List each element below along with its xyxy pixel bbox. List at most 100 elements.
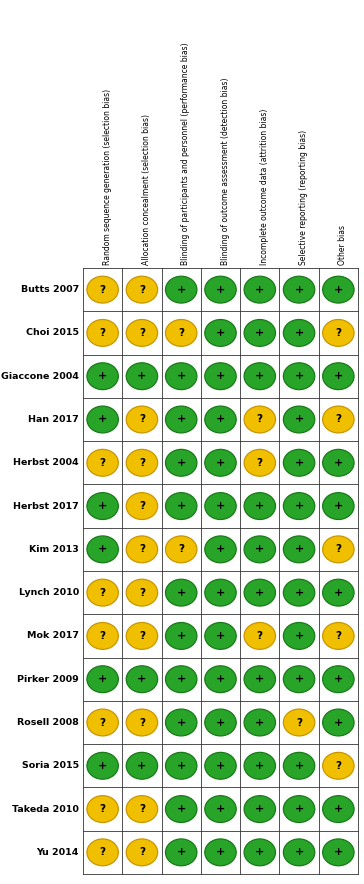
Ellipse shape	[126, 752, 158, 779]
Ellipse shape	[87, 276, 118, 303]
Text: ?: ?	[335, 761, 341, 771]
Text: +: +	[216, 718, 225, 728]
Ellipse shape	[205, 839, 236, 865]
Text: +: +	[334, 718, 343, 728]
Ellipse shape	[87, 752, 118, 779]
Text: ?: ?	[296, 718, 302, 728]
Ellipse shape	[166, 276, 197, 303]
Text: +: +	[334, 458, 343, 468]
Ellipse shape	[166, 492, 197, 520]
Text: Choi 2015: Choi 2015	[26, 329, 79, 338]
Ellipse shape	[283, 319, 315, 347]
Ellipse shape	[87, 319, 118, 347]
Text: +: +	[294, 588, 304, 598]
Ellipse shape	[166, 362, 197, 390]
Ellipse shape	[205, 752, 236, 779]
Ellipse shape	[126, 449, 158, 476]
Text: +: +	[294, 848, 304, 857]
Ellipse shape	[323, 492, 354, 520]
Text: +: +	[177, 501, 186, 511]
Text: +: +	[255, 328, 264, 338]
Text: +: +	[255, 674, 264, 684]
Text: +: +	[255, 848, 264, 857]
Ellipse shape	[205, 406, 236, 433]
Text: Incomplete outcome data (attrition bias): Incomplete outcome data (attrition bias)	[260, 109, 269, 265]
Ellipse shape	[283, 752, 315, 779]
Ellipse shape	[205, 796, 236, 822]
Text: +: +	[177, 848, 186, 857]
Text: Soria 2015: Soria 2015	[22, 761, 79, 770]
Ellipse shape	[323, 752, 354, 779]
Ellipse shape	[244, 839, 276, 865]
Ellipse shape	[205, 666, 236, 693]
Text: +: +	[334, 371, 343, 381]
Ellipse shape	[244, 276, 276, 303]
Text: +: +	[216, 631, 225, 641]
Text: Lynch 2010: Lynch 2010	[19, 588, 79, 598]
Text: ?: ?	[257, 631, 263, 641]
Text: +: +	[177, 718, 186, 728]
Ellipse shape	[244, 319, 276, 347]
Ellipse shape	[126, 579, 158, 606]
Ellipse shape	[126, 362, 158, 390]
Text: +: +	[294, 415, 304, 424]
Text: ?: ?	[139, 588, 145, 598]
Ellipse shape	[87, 796, 118, 822]
Text: +: +	[255, 588, 264, 598]
Text: ?: ?	[100, 631, 106, 641]
Text: Butts 2007: Butts 2007	[21, 286, 79, 294]
Text: +: +	[334, 501, 343, 511]
Ellipse shape	[126, 492, 158, 520]
Ellipse shape	[166, 319, 197, 347]
Text: Mok 2017: Mok 2017	[27, 631, 79, 640]
Ellipse shape	[166, 579, 197, 606]
Text: +: +	[294, 501, 304, 511]
Text: ?: ?	[139, 848, 145, 857]
Ellipse shape	[283, 406, 315, 433]
Ellipse shape	[205, 622, 236, 650]
Ellipse shape	[87, 449, 118, 476]
Ellipse shape	[283, 709, 315, 735]
Text: +: +	[255, 545, 264, 554]
Ellipse shape	[283, 536, 315, 563]
Text: +: +	[137, 674, 147, 684]
Text: +: +	[294, 631, 304, 641]
Text: Yu 2014: Yu 2014	[37, 848, 79, 857]
Text: +: +	[177, 631, 186, 641]
Ellipse shape	[205, 579, 236, 606]
Ellipse shape	[205, 449, 236, 476]
Text: +: +	[216, 415, 225, 424]
Ellipse shape	[244, 666, 276, 693]
Ellipse shape	[283, 276, 315, 303]
Text: +: +	[216, 328, 225, 338]
Text: +: +	[216, 848, 225, 857]
Ellipse shape	[244, 406, 276, 433]
Text: +: +	[137, 371, 147, 381]
Text: ?: ?	[335, 415, 341, 424]
Ellipse shape	[244, 579, 276, 606]
Ellipse shape	[283, 839, 315, 865]
Text: ?: ?	[100, 285, 106, 294]
Text: ?: ?	[100, 328, 106, 338]
Text: Blinding of participants and personnel (performance bias): Blinding of participants and personnel (…	[181, 42, 190, 265]
Ellipse shape	[126, 666, 158, 693]
Ellipse shape	[205, 536, 236, 563]
Ellipse shape	[283, 796, 315, 822]
Text: ?: ?	[257, 458, 263, 468]
Text: +: +	[255, 804, 264, 814]
Text: +: +	[216, 588, 225, 598]
Ellipse shape	[126, 276, 158, 303]
Ellipse shape	[166, 449, 197, 476]
Ellipse shape	[166, 709, 197, 735]
Ellipse shape	[323, 839, 354, 865]
Text: ?: ?	[139, 718, 145, 728]
Text: +: +	[216, 458, 225, 468]
Text: Selective reporting (reporting bias): Selective reporting (reporting bias)	[299, 130, 308, 265]
Ellipse shape	[126, 406, 158, 433]
Text: +: +	[294, 458, 304, 468]
Ellipse shape	[283, 449, 315, 476]
Text: ?: ?	[100, 848, 106, 857]
Text: +: +	[216, 545, 225, 554]
Ellipse shape	[166, 666, 197, 693]
Text: +: +	[294, 328, 304, 338]
